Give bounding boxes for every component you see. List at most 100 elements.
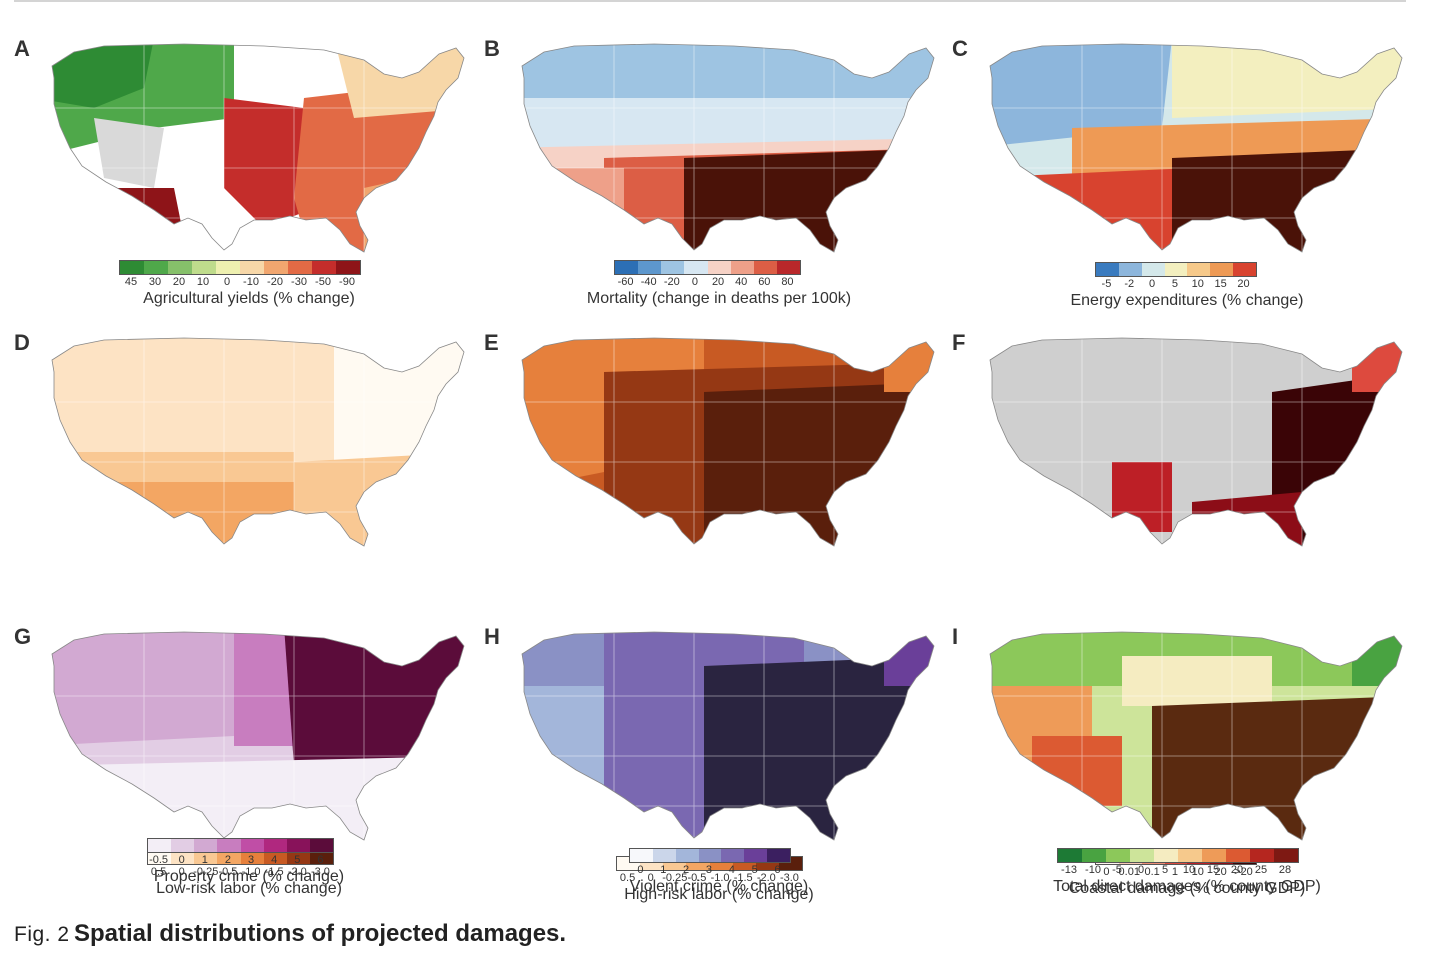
legend-swatch	[707, 261, 731, 274]
legend-swatch	[1178, 849, 1202, 862]
legend-tick: -1.5	[733, 872, 753, 884]
legend-tick: 25	[1254, 864, 1268, 876]
legend-ticks: 0.5 0 -0.25 -0.5 -1.0 -1.5 -2.0 -3.0	[147, 866, 332, 878]
panel-letter: I	[952, 624, 959, 649]
figure-caption: Fig. 2 Spatial distributions of projecte…	[14, 920, 566, 948]
legend-tick: -5	[1101, 278, 1112, 290]
legend-tick: 20	[1214, 866, 1227, 878]
legend-swatch	[698, 849, 722, 862]
legend-tick: -1.0	[241, 866, 261, 878]
legend-swatch	[615, 261, 639, 274]
legend-swatch	[1202, 849, 1226, 862]
legend-tick: 0	[178, 866, 185, 878]
panel-c: C -5 -2 0 5 10 15 20 Energy expenditures (% cha…	[952, 36, 1422, 326]
legend-tick: 20	[1230, 864, 1244, 876]
legend-tick: 15	[1214, 278, 1227, 290]
legend-tick: -2.0	[287, 866, 307, 878]
legend-ticks: 45 30 20 10 0 -10 -20 -30 -50 -90	[119, 276, 359, 288]
legend-tick: 20	[1237, 278, 1250, 290]
figure-label: Fig. 2	[14, 923, 70, 946]
legend-swatch	[263, 851, 287, 864]
legend-swatch	[1274, 849, 1298, 862]
legend-swatch	[753, 261, 777, 274]
legend-tick: 15	[1206, 864, 1220, 876]
legend-tick: 10	[1191, 866, 1204, 878]
panel-letter: C	[952, 36, 968, 61]
legend-swatch	[1106, 849, 1130, 862]
legend-swatch	[1210, 263, 1234, 276]
legend-tick: 28	[1278, 864, 1292, 876]
legend-tick: 0	[647, 872, 654, 884]
legend-ticks: 0 0.01 0.1 1 10 20 >20	[1095, 866, 1255, 878]
legend-tick: -0.5	[149, 854, 169, 866]
legend-swatch	[263, 839, 287, 852]
legend-tick: 10	[1191, 278, 1204, 290]
legend-tick: 0.01	[1118, 866, 1140, 878]
legend-swatch	[216, 261, 240, 274]
legend-swatch	[776, 261, 800, 274]
us-county-map	[521, 43, 935, 253]
legend-swatch	[1082, 849, 1106, 862]
legend-tick: 0	[178, 854, 185, 866]
legend-tick: -0.25	[193, 866, 219, 878]
legend-swatch	[171, 851, 195, 864]
legend-swatch	[630, 849, 653, 862]
legend-swatch	[217, 839, 241, 852]
legend-tick: 3	[248, 854, 255, 866]
panel-letter: B	[484, 36, 500, 61]
legend-swatch	[148, 851, 172, 864]
legend-colorbar	[147, 838, 334, 853]
legend-tick: 5	[1171, 278, 1179, 290]
legend-swatch	[684, 261, 708, 274]
legend-swatch	[730, 261, 754, 274]
legend-swatch	[148, 839, 172, 852]
legend-swatch	[168, 261, 192, 274]
legend-swatch	[661, 261, 685, 274]
legend-swatch	[286, 851, 310, 864]
legend-tick: 10	[1182, 864, 1196, 876]
panel-g: G -0.5 0 1 2 3 4 5 6 Property crime (% change)	[14, 624, 484, 914]
us-county-map	[521, 631, 935, 841]
legend-tick: -10	[1085, 864, 1101, 876]
legend-tick: 0.5	[150, 866, 167, 878]
legend-colorbar	[119, 260, 361, 275]
legend-tick: 0	[637, 864, 644, 876]
panel-a: A 45 30 20 10 0 -10 -20 -30 -50 -90 Agricultural y…	[14, 36, 484, 326]
panel-letter: D	[14, 330, 30, 355]
legend-tick: 0.1	[1144, 866, 1160, 878]
top-divider	[14, 0, 1406, 2]
legend-swatch	[1187, 263, 1211, 276]
legend-tick: -0.5	[218, 866, 238, 878]
legend-ticks: -5 -2 0 5 10 15 20	[1095, 278, 1255, 290]
legend-tick: 6	[317, 854, 324, 866]
legend-swatch	[675, 849, 699, 862]
legend-swatch	[144, 261, 168, 274]
legend-swatch	[744, 849, 768, 862]
legend-tick: 0	[223, 276, 231, 288]
legend-tick: 5	[294, 854, 301, 866]
legend-swatch	[264, 261, 288, 274]
legend-title: Agricultural yields (% change)	[143, 290, 355, 307]
legend-tick: -60	[617, 276, 634, 288]
legend-tick: 20	[172, 276, 186, 288]
legend-swatch	[1118, 263, 1142, 276]
legend-tick: -1.0	[710, 872, 730, 884]
legend-swatch	[240, 261, 264, 274]
legend-tick: 1	[201, 854, 208, 866]
legend-tick: -10	[243, 276, 259, 288]
legend-tick: -30	[291, 276, 307, 288]
legend-colorbar	[614, 260, 801, 275]
panel-i: I -13 -10 -5 0 5 10 15 20 25 28 Total direct damag…	[952, 624, 1422, 914]
legend-title: Total direct damages (% county GDP)	[1053, 878, 1321, 895]
legend-title: Coastal damage (% county GDP)	[1068, 880, 1306, 897]
us-county-map	[51, 43, 465, 253]
legend-swatch	[240, 851, 264, 864]
panel-letter: E	[484, 330, 499, 355]
legend-swatch	[1226, 849, 1250, 862]
legend-tick: 0	[1137, 864, 1145, 876]
legend-tick: 4	[271, 854, 278, 866]
legend-title: Low-risk labor (% change)	[156, 880, 342, 897]
us-county-map	[51, 631, 465, 841]
panel-f: F 0 0.01 0.1 1 10 20 >20 Coastal damage (% coun…	[952, 330, 1422, 897]
legend-tick: 1	[660, 864, 667, 876]
